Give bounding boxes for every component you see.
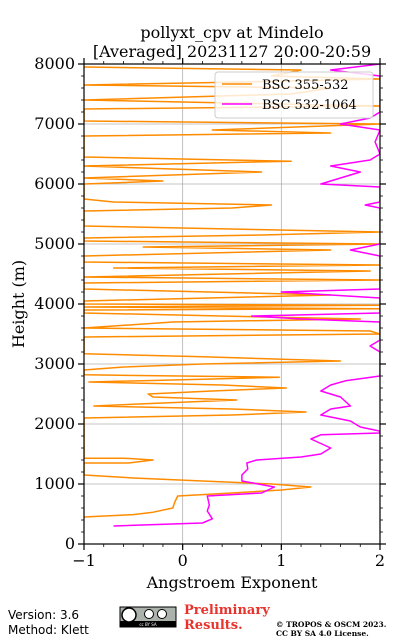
copyright-line2: CC BY SA 4.0 License. — [276, 629, 369, 638]
series-line-bsc-355-532 — [84, 66, 380, 518]
cc-badge-text: cc BY SA — [139, 622, 157, 627]
legend: BSC 355-532 BSC 532-1064 — [214, 71, 374, 119]
x-tick-label: 2 — [375, 551, 385, 570]
y-tick-label: 1000 — [34, 474, 75, 493]
y-tick-label: 4000 — [34, 294, 75, 313]
x-tick-label: −1 — [72, 551, 96, 570]
legend-label-bsc-532-1064: BSC 532-1064 — [262, 98, 357, 113]
preliminary-line2: Results. — [184, 618, 243, 633]
series-line-bsc-532-1064 — [113, 64, 380, 527]
tick-marks — [78, 58, 386, 550]
cc-badge-strip — [120, 621, 176, 627]
version-text: Version: 3.6 — [8, 608, 79, 622]
y-axis-label: Height (m) — [9, 260, 28, 348]
legend-box — [214, 71, 374, 119]
cc-icon — [121, 607, 137, 623]
y-tick-label: 3000 — [34, 354, 75, 373]
method-text: Method: Klett — [8, 623, 89, 637]
x-tick-label: 1 — [276, 551, 286, 570]
y-tick-label: 6000 — [34, 174, 75, 193]
preliminary-line1: Preliminary — [184, 603, 270, 618]
y-tick-label: 8000 — [34, 54, 75, 73]
y-tick-label: 2000 — [34, 414, 75, 433]
sa-icon — [157, 609, 167, 619]
series-layer — [84, 64, 380, 527]
by-icon — [144, 609, 154, 619]
y-tick-label: 7000 — [34, 114, 75, 133]
y-tick-label: 5000 — [34, 234, 75, 253]
x-tick-label: 0 — [178, 551, 188, 570]
copyright-line1: © TROPOS & OSCM 2023. — [276, 620, 386, 629]
chart-title-line2: [Averaged] 20231127 20:00-20:59 — [93, 42, 371, 61]
cc-license-badge: cc BY SA — [119, 606, 177, 628]
chart-title-line1: pollyxt_cpv at Mindelo — [140, 23, 323, 42]
legend-label-bsc-355-532: BSC 355-532 — [262, 78, 349, 93]
y-tick-label: 0 — [65, 534, 75, 553]
x-axis-label: Angstroem Exponent — [146, 573, 318, 592]
